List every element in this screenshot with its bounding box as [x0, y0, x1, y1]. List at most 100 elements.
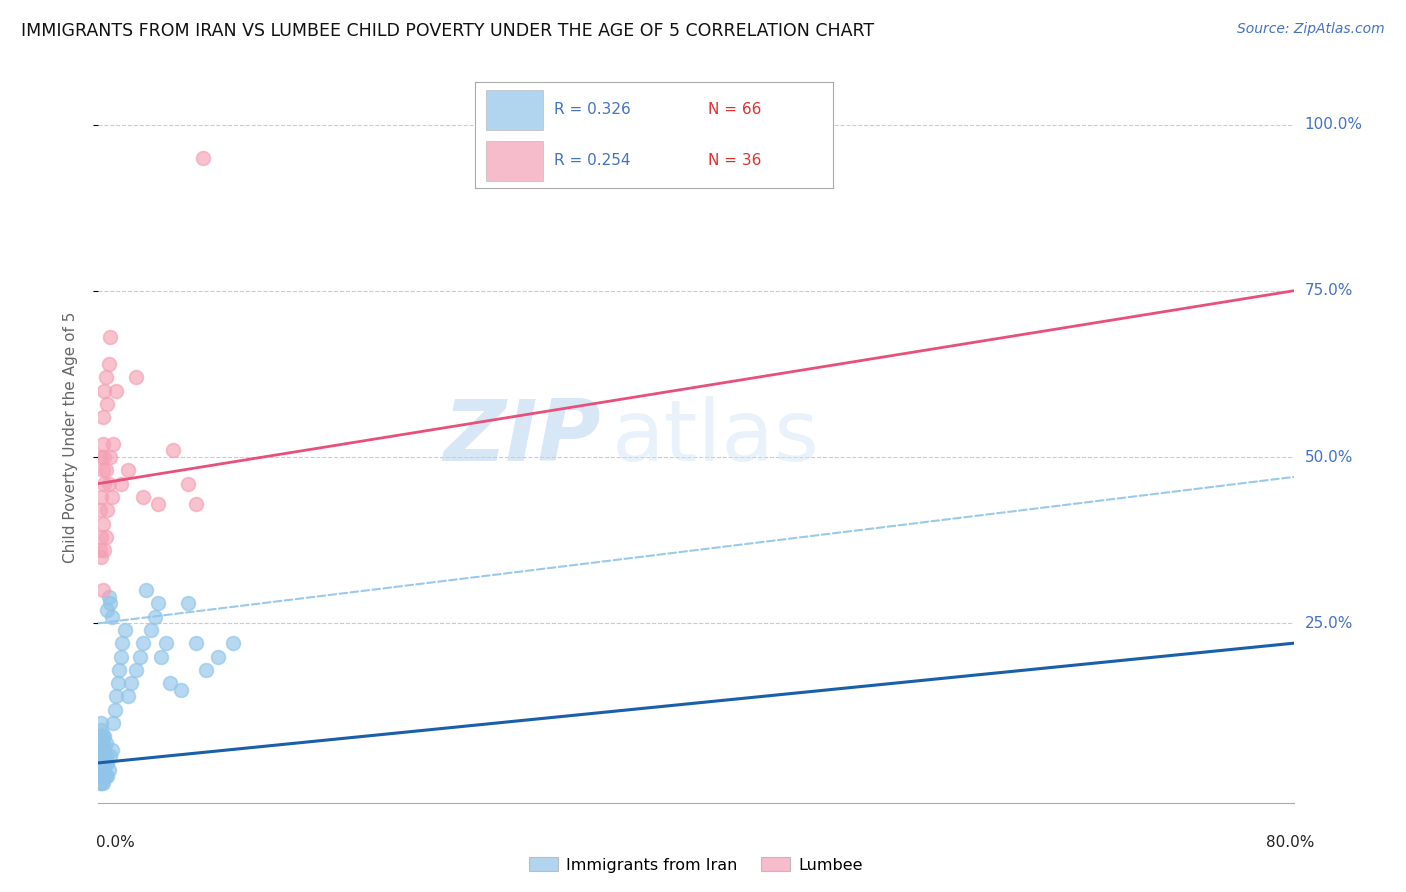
Text: Source: ZipAtlas.com: Source: ZipAtlas.com	[1237, 22, 1385, 37]
Text: 50.0%: 50.0%	[1305, 450, 1353, 465]
Point	[125, 663, 148, 677]
Point	[91, 742, 114, 756]
Point	[111, 636, 134, 650]
Point	[94, 756, 117, 770]
Point	[91, 763, 114, 777]
Point	[94, 463, 117, 477]
Point	[91, 769, 114, 783]
Point	[177, 476, 200, 491]
Point	[132, 490, 155, 504]
Point	[98, 749, 122, 764]
Point	[94, 736, 117, 750]
Point	[222, 636, 245, 650]
Point	[91, 516, 114, 531]
Point	[91, 436, 114, 450]
Point	[98, 330, 122, 344]
Point	[96, 603, 118, 617]
Point	[89, 503, 111, 517]
Point	[98, 596, 122, 610]
Text: 75.0%: 75.0%	[1305, 284, 1353, 298]
Text: IMMIGRANTS FROM IRAN VS LUMBEE CHILD POVERTY UNDER THE AGE OF 5 CORRELATION CHAR: IMMIGRANTS FROM IRAN VS LUMBEE CHILD POV…	[21, 22, 875, 40]
Point	[129, 649, 152, 664]
Point	[90, 736, 112, 750]
Point	[117, 690, 139, 704]
Point	[96, 397, 118, 411]
Point	[169, 682, 191, 697]
Point	[90, 742, 112, 756]
Point	[184, 636, 207, 650]
Point	[101, 490, 124, 504]
Point	[177, 596, 200, 610]
Point	[93, 729, 115, 743]
Point	[91, 749, 114, 764]
Point	[93, 763, 115, 777]
Point	[120, 676, 142, 690]
Point	[150, 649, 173, 664]
Point	[89, 543, 111, 558]
Point	[105, 690, 128, 704]
Point	[91, 736, 114, 750]
Point	[94, 370, 117, 384]
Point	[89, 769, 111, 783]
Point	[96, 503, 118, 517]
Point	[94, 769, 117, 783]
Text: 100.0%: 100.0%	[1305, 117, 1362, 132]
Text: 80.0%: 80.0%	[1267, 836, 1315, 850]
Point	[97, 476, 120, 491]
Point	[159, 676, 181, 690]
Point	[93, 384, 115, 398]
Point	[139, 623, 162, 637]
Point	[91, 582, 114, 597]
Point	[90, 763, 112, 777]
Point	[93, 742, 115, 756]
Text: ZIP: ZIP	[443, 395, 600, 479]
Point	[90, 549, 112, 564]
Point	[90, 490, 112, 504]
Point	[114, 623, 136, 637]
Point	[162, 443, 184, 458]
Point	[93, 476, 115, 491]
Y-axis label: Child Poverty Under the Age of 5: Child Poverty Under the Age of 5	[63, 311, 77, 563]
Point	[184, 497, 207, 511]
Point	[125, 370, 148, 384]
Point	[89, 756, 111, 770]
Point	[94, 530, 117, 544]
Point	[89, 763, 111, 777]
Point	[94, 749, 117, 764]
Point	[93, 450, 115, 464]
Point	[194, 663, 218, 677]
Point	[93, 769, 115, 783]
Point	[91, 756, 114, 770]
Point	[97, 357, 120, 371]
Legend: Immigrants from Iran, Lumbee: Immigrants from Iran, Lumbee	[523, 851, 869, 879]
Text: atlas: atlas	[612, 395, 820, 479]
Point	[91, 776, 114, 790]
Point	[148, 497, 170, 511]
Point	[90, 530, 112, 544]
Point	[93, 756, 115, 770]
Point	[90, 749, 112, 764]
Point	[103, 436, 125, 450]
Point	[103, 716, 125, 731]
Point	[101, 742, 124, 756]
Point	[91, 463, 114, 477]
Point	[101, 609, 124, 624]
Point	[96, 769, 118, 783]
Point	[105, 384, 128, 398]
Point	[90, 756, 112, 770]
Point	[89, 776, 111, 790]
Point	[107, 676, 129, 690]
Point	[110, 649, 132, 664]
Text: 0.0%: 0.0%	[96, 836, 135, 850]
Point	[98, 450, 122, 464]
Point	[148, 596, 170, 610]
Point	[97, 590, 120, 604]
Point	[143, 609, 166, 624]
Point	[155, 636, 177, 650]
Point	[104, 703, 127, 717]
Point	[108, 663, 131, 677]
Point	[191, 151, 214, 165]
Point	[96, 756, 118, 770]
Point	[90, 723, 112, 737]
Point	[90, 776, 112, 790]
